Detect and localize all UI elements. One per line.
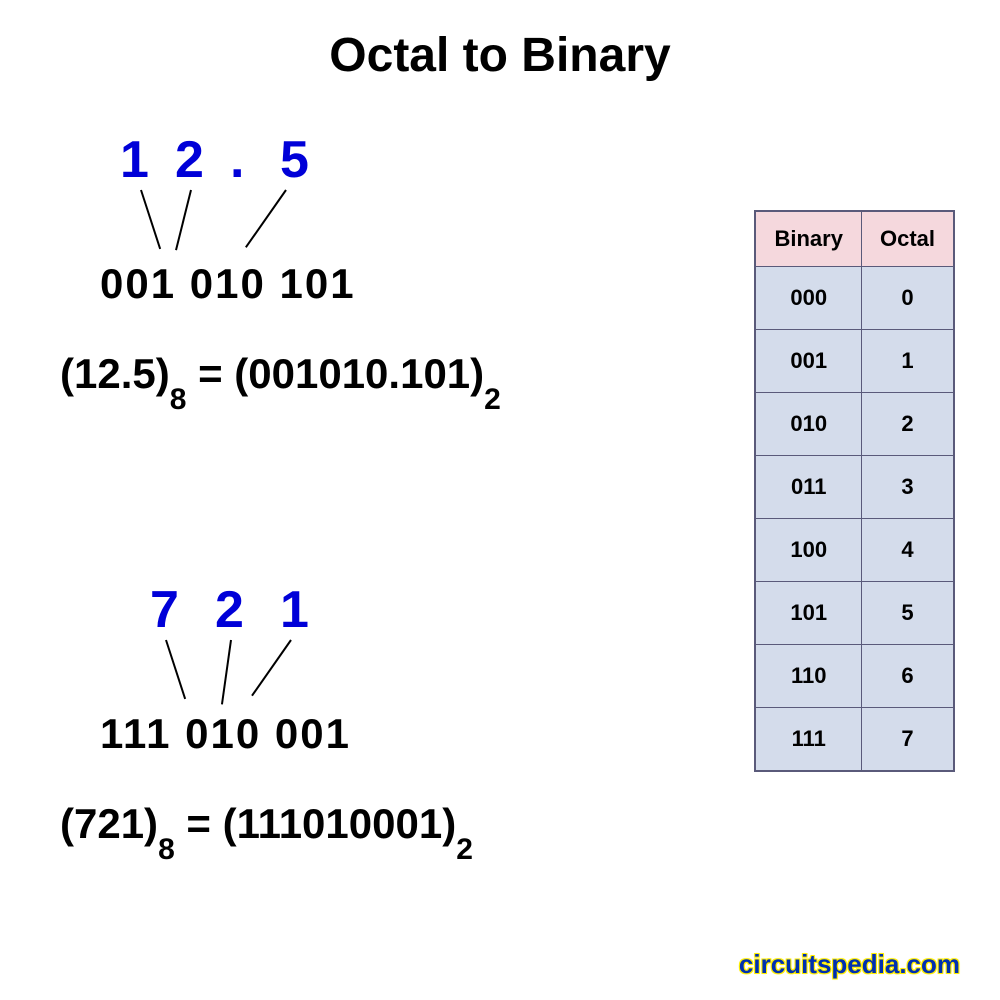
table-cell: 100 [755,519,861,582]
table-row: 1015 [755,582,954,645]
page-title: Octal to Binary [0,28,1000,83]
table-row: 0113 [755,456,954,519]
subscript: 8 [158,833,175,866]
digit: 1 [280,580,309,640]
octal-digits-2: 7 2 1 [150,580,473,640]
table-cell: 111 [755,708,861,772]
connector-line [251,639,292,696]
digit: 7 [150,580,179,640]
digit: . [230,130,244,190]
equation-left: (721) [60,800,158,847]
equation-left: (12.5) [60,350,170,397]
table-cell: 5 [861,582,954,645]
digit: 5 [280,130,309,190]
table-cell: 110 [755,645,861,708]
subscript: 8 [170,383,187,416]
table-cell: 011 [755,456,861,519]
example-1: 1 2 . 5 001 010 101 (12.5)8 = (001010.10… [60,130,501,405]
digit: 2 [175,130,204,190]
equals: = [186,800,222,847]
connector-line [245,189,287,247]
table-row: 0102 [755,393,954,456]
table-row: 1004 [755,519,954,582]
table-header-row: Binary Octal [755,211,954,267]
example-2: 7 2 1 111 010 001 (721)8 = (111010001)2 [60,580,473,855]
table-row: 0011 [755,330,954,393]
table-cell: 1 [861,330,954,393]
connector-line [165,640,186,700]
table-header: Binary [755,211,861,267]
table-row: 1106 [755,645,954,708]
table-cell: 2 [861,393,954,456]
equation-2: (721)8 = (111010001)2 [60,800,473,855]
watermark: circuitspedia.com [739,949,960,980]
equals: = [198,350,234,397]
connector-line [175,190,192,251]
equation-1: (12.5)8 = (001010.101)2 [60,350,501,405]
table-cell: 001 [755,330,861,393]
binary-groups-1: 001 010 101 [100,260,501,310]
digit: 2 [215,580,244,640]
connector-lines-1 [60,190,501,260]
table-cell: 3 [861,456,954,519]
table-cell: 101 [755,582,861,645]
connector-line [221,640,232,705]
equation-right: (111010001) [223,800,457,847]
binary-groups-2: 111 010 001 [100,710,473,760]
table-row: 1117 [755,708,954,772]
digit: 1 [120,130,149,190]
table-cell: 6 [861,645,954,708]
equation-right: (001010.101) [234,350,484,397]
subscript: 2 [484,383,501,416]
table-cell: 4 [861,519,954,582]
octal-digits-1: 1 2 . 5 [120,130,501,190]
table-cell: 010 [755,393,861,456]
reference-table: Binary Octal 000000110102011310041015110… [754,210,955,772]
connector-line [140,190,161,250]
connector-lines-2 [60,640,473,710]
subscript: 2 [456,833,473,866]
table-cell: 000 [755,267,861,330]
table-cell: 7 [861,708,954,772]
table-header: Octal [861,211,954,267]
table-cell: 0 [861,267,954,330]
table-row: 0000 [755,267,954,330]
